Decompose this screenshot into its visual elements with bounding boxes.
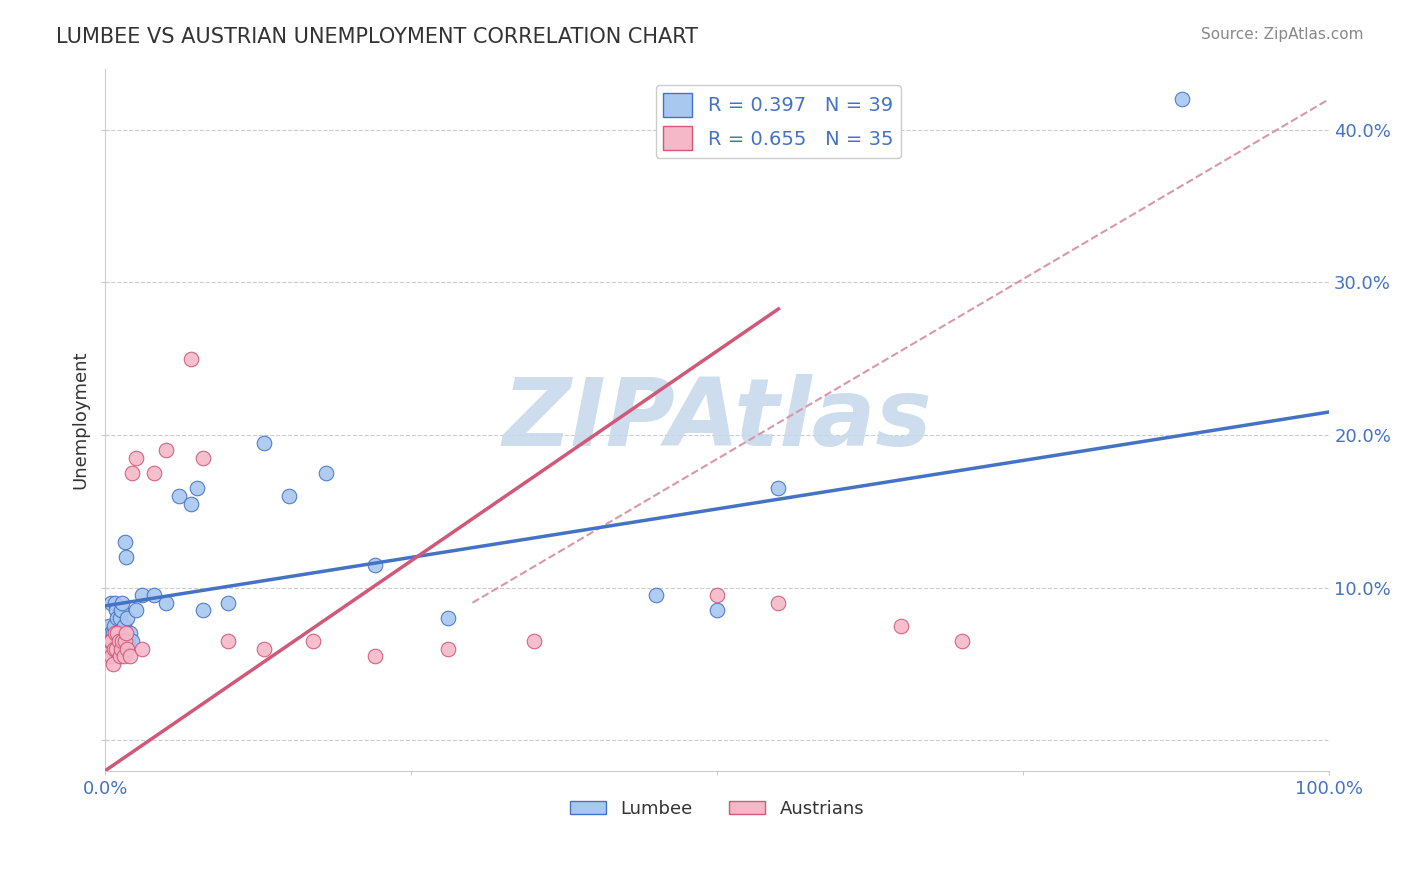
Text: LUMBEE VS AUSTRIAN UNEMPLOYMENT CORRELATION CHART: LUMBEE VS AUSTRIAN UNEMPLOYMENT CORRELAT…	[56, 27, 699, 46]
Point	[115, 626, 138, 640]
Point	[131, 588, 153, 602]
Point	[437, 611, 460, 625]
Point	[112, 649, 135, 664]
Point	[155, 443, 177, 458]
Point	[363, 649, 385, 664]
Point	[108, 611, 131, 625]
Point	[706, 588, 728, 602]
Point	[180, 351, 202, 366]
Point	[117, 634, 139, 648]
Point	[101, 657, 124, 671]
Point	[101, 626, 124, 640]
Point	[117, 611, 139, 625]
Point	[186, 481, 208, 495]
Point	[117, 641, 139, 656]
Point	[768, 481, 790, 495]
Text: Source: ZipAtlas.com: Source: ZipAtlas.com	[1201, 27, 1364, 42]
Point	[100, 634, 122, 648]
Point	[114, 534, 136, 549]
Point	[107, 611, 129, 625]
Point	[768, 596, 790, 610]
Legend: Lumbee, Austrians: Lumbee, Austrians	[562, 792, 872, 825]
Point	[115, 549, 138, 564]
Point	[217, 634, 239, 648]
Point	[118, 649, 141, 664]
Point	[111, 634, 134, 648]
Point	[104, 626, 127, 640]
Point	[155, 596, 177, 610]
Point	[105, 641, 128, 656]
Point	[107, 626, 129, 640]
Point	[523, 634, 546, 648]
Point	[167, 489, 190, 503]
Point	[143, 466, 166, 480]
Point	[437, 641, 460, 656]
Point	[125, 450, 148, 465]
Point	[191, 603, 214, 617]
Point	[108, 649, 131, 664]
Point	[645, 588, 668, 602]
Point	[253, 435, 276, 450]
Point	[302, 634, 325, 648]
Point	[217, 596, 239, 610]
Point	[104, 596, 127, 610]
Point	[103, 641, 125, 656]
Point	[111, 596, 134, 610]
Point	[277, 489, 299, 503]
Point	[191, 450, 214, 465]
Point	[100, 626, 122, 640]
Point	[890, 618, 912, 632]
Point	[107, 634, 129, 648]
Point	[143, 588, 166, 602]
Point	[103, 618, 125, 632]
Point	[253, 641, 276, 656]
Point	[107, 626, 129, 640]
Point	[180, 497, 202, 511]
Point	[100, 596, 122, 610]
Point	[121, 634, 143, 648]
Point	[125, 603, 148, 617]
Point	[98, 634, 121, 648]
Point	[1171, 92, 1194, 106]
Point	[363, 558, 385, 572]
Point	[706, 603, 728, 617]
Point	[97, 641, 120, 656]
Point	[97, 618, 120, 632]
Point	[121, 466, 143, 480]
Point	[118, 626, 141, 640]
Point	[107, 634, 129, 648]
Point	[114, 634, 136, 648]
Text: ZIPAtlas: ZIPAtlas	[502, 374, 932, 466]
Point	[110, 603, 132, 617]
Point	[315, 466, 337, 480]
Point	[98, 634, 121, 648]
Y-axis label: Unemployment: Unemployment	[72, 351, 89, 489]
Point	[100, 649, 122, 664]
Point	[131, 641, 153, 656]
Point	[950, 634, 973, 648]
Point	[110, 641, 132, 656]
Point	[105, 603, 128, 617]
Point	[112, 618, 135, 632]
